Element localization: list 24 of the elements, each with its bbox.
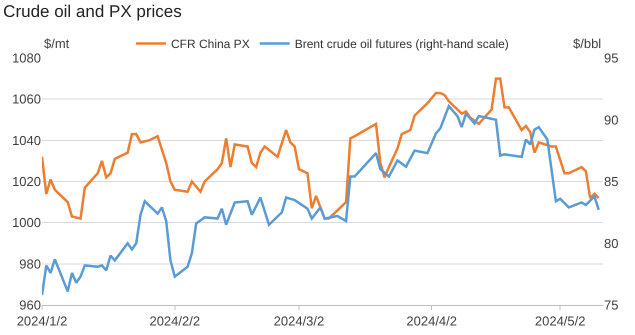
y-tick-label: 1040 bbox=[12, 132, 41, 148]
x-tick-label: 2024/4/2 bbox=[406, 314, 458, 329]
y-tick-label: 1060 bbox=[12, 92, 41, 107]
line-series bbox=[42, 77, 600, 220]
x-tick-label: 2024/3/2 bbox=[274, 314, 324, 329]
y-tick-label: 960 bbox=[19, 298, 41, 313]
x-tick-label: 2024/1/2 bbox=[16, 314, 68, 329]
x-tick-label: 2024/5/2 bbox=[534, 314, 586, 329]
chart-title: Crude oil and PX prices bbox=[3, 2, 182, 21]
y2-axis-title: $/bbl bbox=[573, 36, 602, 51]
y2-tick-label: 80 bbox=[604, 236, 618, 251]
y2-tick-label: 85 bbox=[604, 174, 618, 190]
x-tick-label: 2024/2/2 bbox=[149, 314, 200, 329]
legend-label: CFR China PX bbox=[171, 37, 250, 52]
y2-tick-label: 90 bbox=[604, 112, 618, 128]
y2-tick-label: 95 bbox=[604, 50, 618, 66]
y-tick-label: 1020 bbox=[12, 174, 41, 190]
y-tick-label: 1080 bbox=[12, 50, 41, 66]
y-tick-label: 980 bbox=[19, 256, 41, 272]
y-tick-label: 1000 bbox=[12, 215, 41, 230]
y-axis-title: $/mt bbox=[44, 36, 70, 51]
y2-tick-label: 75 bbox=[604, 298, 618, 313]
line-series bbox=[42, 104, 600, 296]
legend-label: Brent crude oil futures (right-hand scale) bbox=[294, 37, 509, 52]
